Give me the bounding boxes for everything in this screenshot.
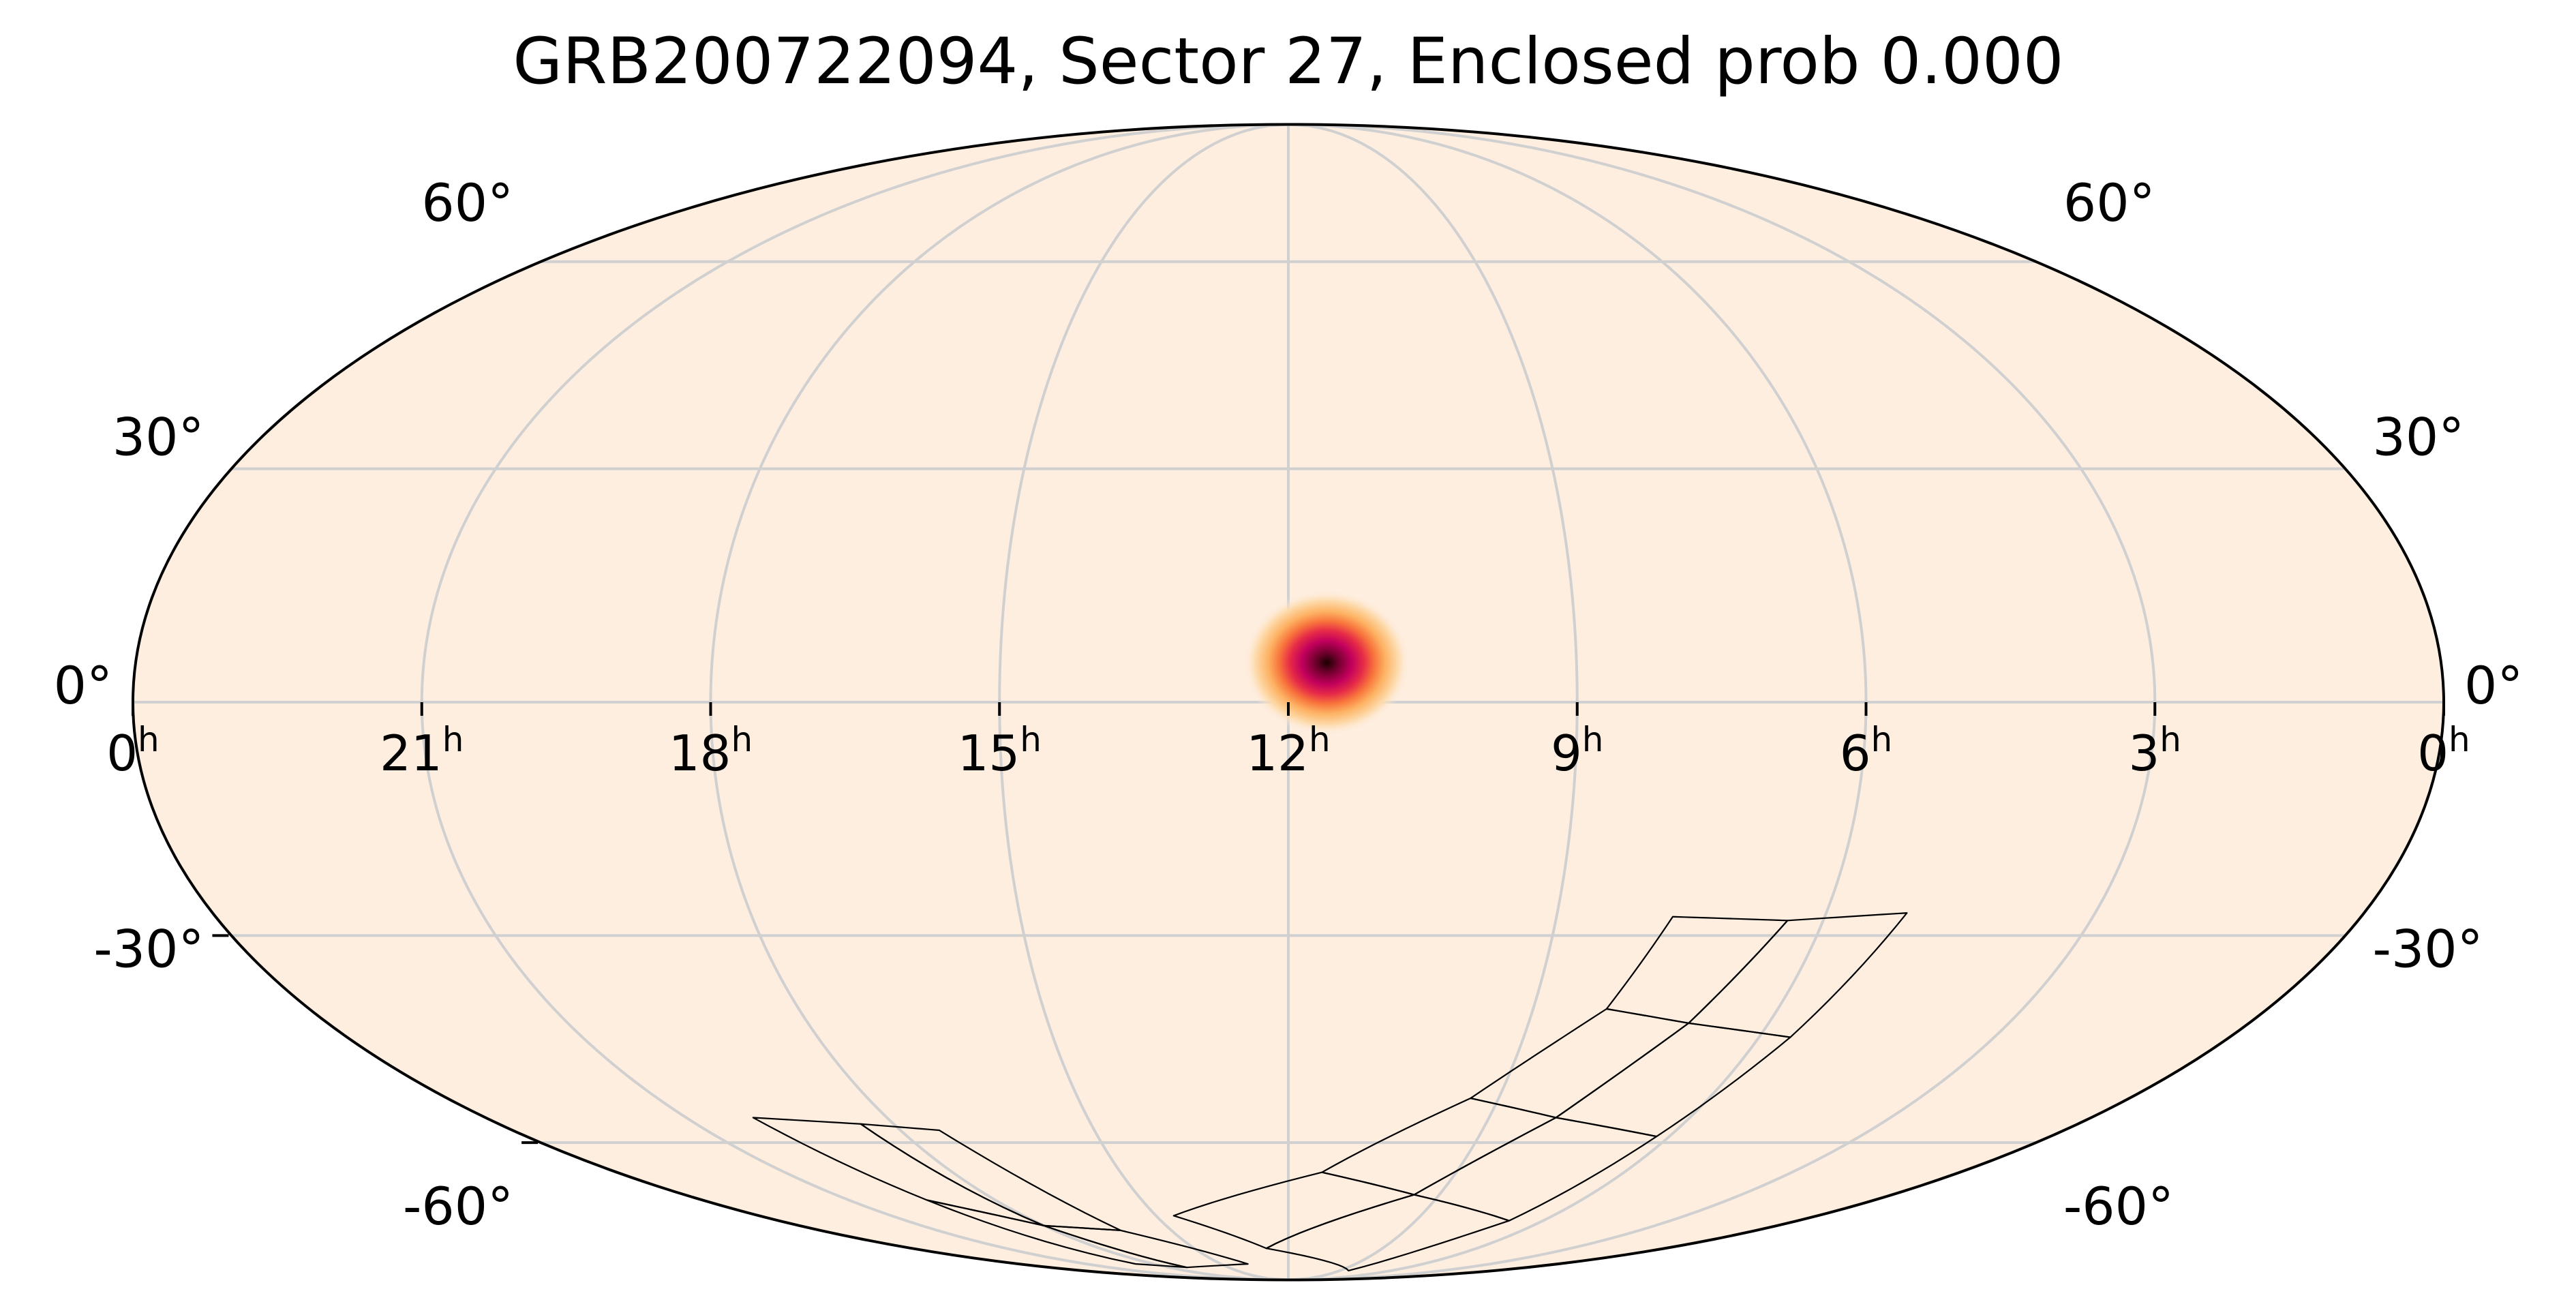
ccd-footprint bbox=[1172, 1171, 1415, 1250]
ccd-footprint bbox=[752, 1117, 1045, 1226]
ra-unit: h bbox=[138, 720, 160, 759]
ra-unit: h bbox=[2449, 720, 2470, 759]
dec-label-right: 30° bbox=[2373, 407, 2465, 468]
probability-heatmap bbox=[1243, 590, 1410, 736]
ra-unit: h bbox=[731, 720, 753, 759]
probability-blob bbox=[1243, 590, 1410, 736]
dec-label-left: -30° bbox=[93, 918, 204, 979]
ra-unit: h bbox=[442, 720, 464, 759]
ra-tick-label: 9h bbox=[1551, 720, 1604, 782]
footprint-cam_c bbox=[752, 1117, 1249, 1269]
dec-label-left: 30° bbox=[112, 407, 204, 468]
dec-label-left: 0° bbox=[54, 655, 112, 716]
dec-label-right: 60° bbox=[2063, 172, 2155, 233]
ra-tick-label: 0h bbox=[2417, 720, 2470, 782]
footprint-cam_b bbox=[1172, 1171, 1510, 1271]
chart-title: GRB200722094, Sector 27, Enclosed prob 0… bbox=[513, 25, 2063, 99]
ra-unit: h bbox=[1309, 720, 1331, 759]
ra-unit: h bbox=[1871, 720, 1893, 759]
ra-unit: h bbox=[1582, 720, 1604, 759]
dec-label-left: 60° bbox=[421, 172, 513, 233]
dec-label-right: -60° bbox=[2063, 1176, 2174, 1237]
ra-unit: h bbox=[1020, 720, 1042, 759]
dec-label-right: -30° bbox=[2373, 918, 2483, 979]
dec-label-left: -60° bbox=[403, 1176, 513, 1237]
tess-sector-footprints bbox=[752, 912, 1908, 1271]
dec-label-right: 0° bbox=[2464, 655, 2523, 716]
ra-unit: h bbox=[2160, 720, 2181, 759]
axis-ticks bbox=[132, 702, 2445, 1145]
